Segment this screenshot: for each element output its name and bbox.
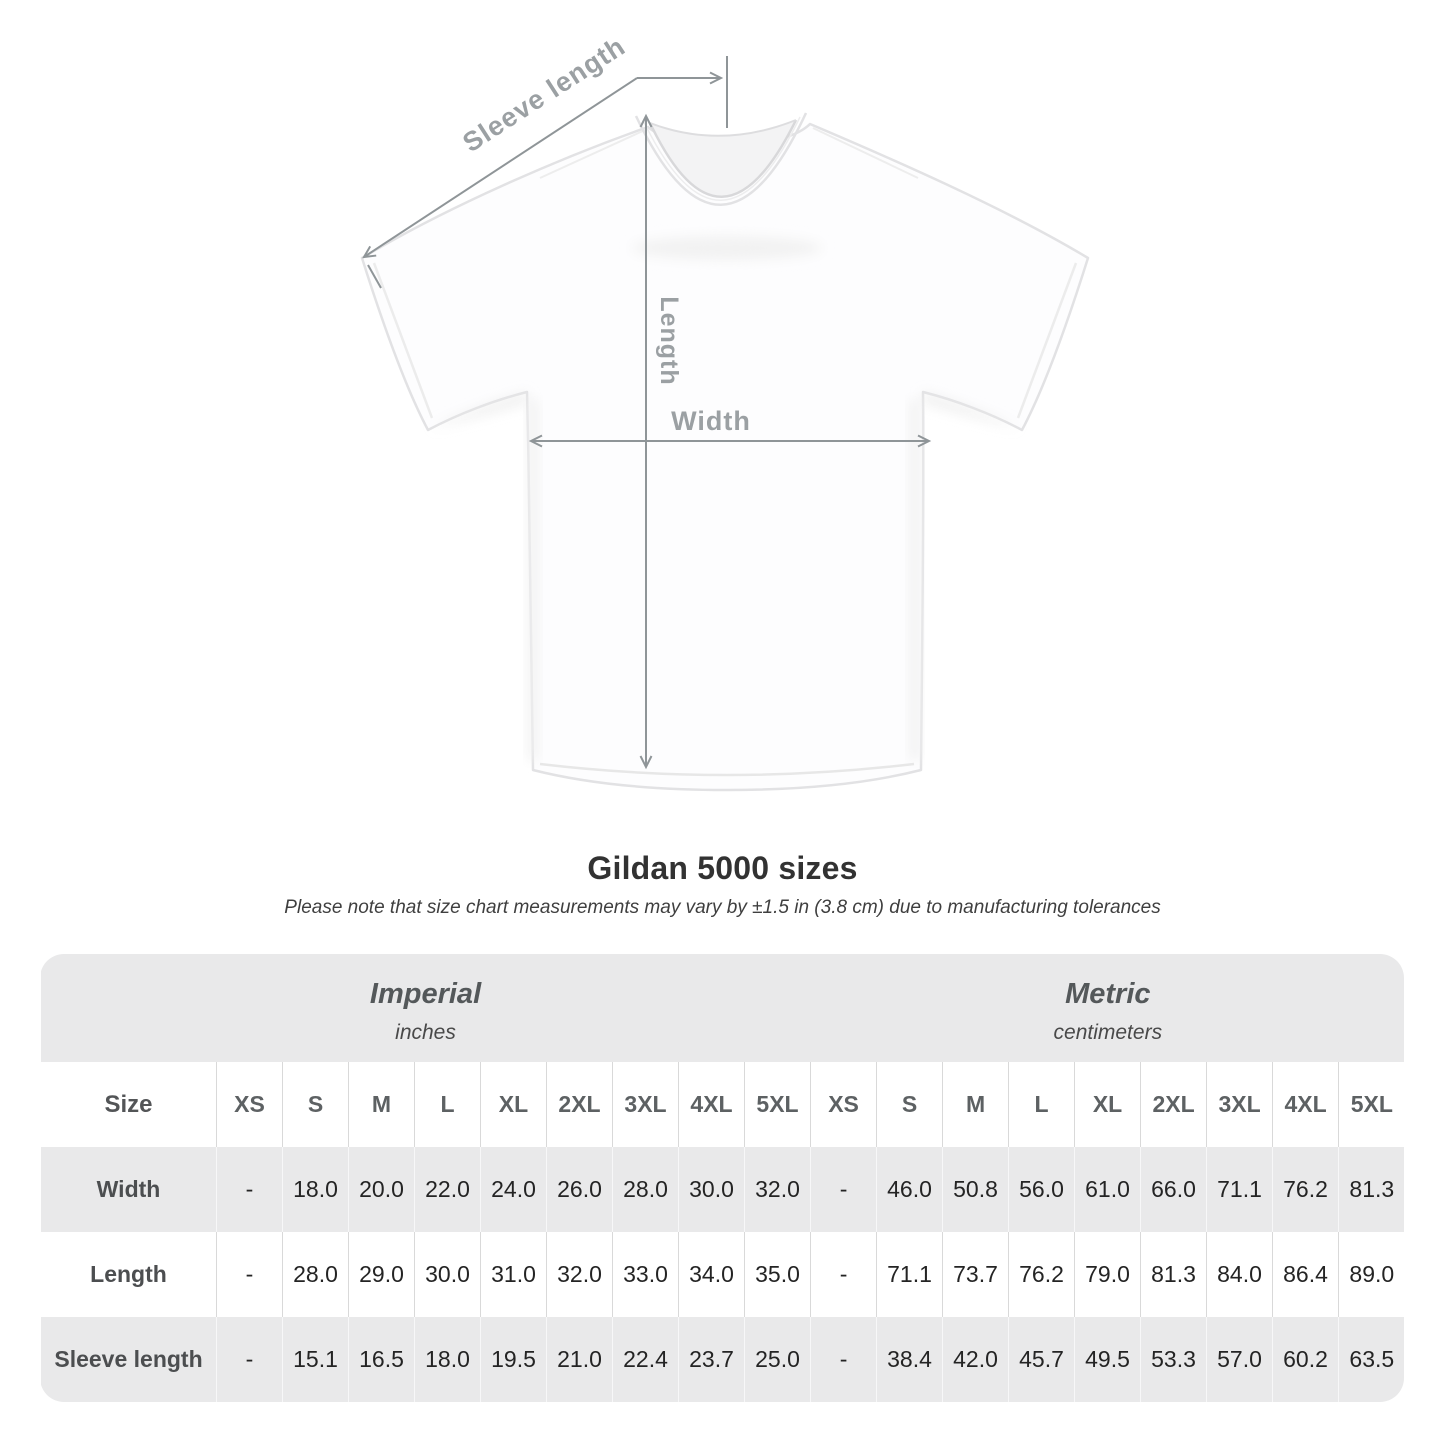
cell: 50.8 xyxy=(942,1147,1009,1232)
metric-size-header: L xyxy=(1008,1062,1075,1147)
cell: 49.5 xyxy=(1074,1317,1141,1402)
metric-size-header: 5XL xyxy=(1338,1062,1404,1147)
size-header-row: Size XS S M L XL 2XL 3XL 4XL 5XL XS S M … xyxy=(40,1062,1404,1147)
cell: 81.3 xyxy=(1338,1147,1404,1232)
cell: 32.0 xyxy=(743,1147,811,1232)
cell: 21.0 xyxy=(546,1317,613,1402)
unit-band-row: Imperial inches Metric centimeters xyxy=(40,954,1404,1062)
metric-size-header: 4XL xyxy=(1272,1062,1339,1147)
imperial-size-header: M xyxy=(348,1062,415,1147)
cell: - xyxy=(810,1147,877,1232)
size-column-header: Size xyxy=(40,1062,217,1147)
cell: 31.0 xyxy=(480,1232,547,1317)
metric-band: Metric centimeters xyxy=(810,954,1404,1062)
cell: 26.0 xyxy=(546,1147,613,1232)
cell: 23.7 xyxy=(678,1317,745,1402)
sleeve-length-extension xyxy=(367,264,382,289)
metric-size-header: 3XL xyxy=(1206,1062,1273,1147)
imperial-size-header: 4XL xyxy=(678,1062,745,1147)
cell: 71.1 xyxy=(876,1232,943,1317)
metric-sublabel: centimeters xyxy=(1053,1020,1163,1044)
cell: 24.0 xyxy=(480,1147,547,1232)
metric-size-header: S xyxy=(876,1062,943,1147)
cell: 71.1 xyxy=(1206,1147,1273,1232)
cell: 57.0 xyxy=(1206,1317,1273,1402)
cell: 15.1 xyxy=(282,1317,349,1402)
length-label: Length xyxy=(655,296,683,385)
row-label: Sleeve length xyxy=(40,1317,217,1402)
cell: 60.2 xyxy=(1272,1317,1339,1402)
imperial-size-header: XS xyxy=(216,1062,283,1147)
cell: 20.0 xyxy=(348,1147,415,1232)
imperial-size-header: L xyxy=(414,1062,481,1147)
imperial-size-header: 2XL xyxy=(546,1062,613,1147)
size-table: Imperial inches Metric centimeters Size … xyxy=(40,954,1404,1402)
imperial-sublabel: inches xyxy=(395,1020,456,1044)
cell: 16.5 xyxy=(348,1317,415,1402)
cell: 30.0 xyxy=(414,1232,481,1317)
cell: 89.0 xyxy=(1338,1232,1404,1317)
cell: 63.5 xyxy=(1338,1317,1404,1402)
cell: 42.0 xyxy=(942,1317,1009,1402)
tshirt-measurement-diagram: Sleeve length Length Width xyxy=(360,31,1090,792)
width-label: Width xyxy=(671,406,751,436)
imperial-size-header: 3XL xyxy=(612,1062,679,1147)
cell: 25.0 xyxy=(743,1317,811,1402)
metric-size-header: XL xyxy=(1074,1062,1141,1147)
cell: 28.0 xyxy=(282,1232,349,1317)
cell: 34.0 xyxy=(678,1232,745,1317)
cell: 84.0 xyxy=(1206,1232,1273,1317)
cell: - xyxy=(810,1317,877,1402)
tolerance-note: Please note that size chart measurements… xyxy=(284,897,1161,918)
cell: 32.0 xyxy=(546,1232,613,1317)
cell: - xyxy=(216,1317,283,1402)
width-row: Width - 18.0 20.0 22.0 24.0 26.0 28.0 30… xyxy=(40,1147,1404,1232)
cell: 81.3 xyxy=(1140,1232,1207,1317)
sleeve-length-row: Sleeve length - 15.1 16.5 18.0 19.5 21.0… xyxy=(40,1317,1404,1402)
cell: 46.0 xyxy=(876,1147,943,1232)
cell: 73.7 xyxy=(942,1232,1009,1317)
cell: - xyxy=(810,1232,877,1317)
cell: 76.2 xyxy=(1272,1147,1339,1232)
metric-size-header: XS xyxy=(810,1062,877,1147)
cell: 18.0 xyxy=(282,1147,349,1232)
cell: 45.7 xyxy=(1008,1317,1075,1402)
length-row: Length - 28.0 29.0 30.0 31.0 32.0 33.0 3… xyxy=(40,1232,1404,1317)
imperial-band: Imperial inches xyxy=(40,954,811,1062)
cell: 61.0 xyxy=(1074,1147,1141,1232)
cell: 86.4 xyxy=(1272,1232,1339,1317)
imperial-size-header: 5XL xyxy=(743,1062,811,1147)
cell: 19.5 xyxy=(480,1317,547,1402)
sleeve-length-line xyxy=(362,77,638,259)
cell: 22.0 xyxy=(414,1147,481,1232)
cell: 22.4 xyxy=(612,1317,679,1402)
cell: 38.4 xyxy=(876,1317,943,1402)
metric-size-header: M xyxy=(942,1062,1009,1147)
cell: 76.2 xyxy=(1008,1232,1075,1317)
row-label: Length xyxy=(40,1232,217,1317)
imperial-label: Imperial xyxy=(369,977,482,1010)
cell: 28.0 xyxy=(612,1147,679,1232)
cell: 56.0 xyxy=(1008,1147,1075,1232)
cell: 29.0 xyxy=(348,1232,415,1317)
dimension-lines xyxy=(362,56,932,770)
cell: 30.0 xyxy=(678,1147,745,1232)
cell: 33.0 xyxy=(612,1232,679,1317)
page-title: Gildan 5000 sizes xyxy=(587,850,858,886)
metric-label: Metric xyxy=(1065,977,1151,1010)
cell: 66.0 xyxy=(1140,1147,1207,1232)
cell: - xyxy=(216,1147,283,1232)
cell: 35.0 xyxy=(743,1232,811,1317)
imperial-size-header: S xyxy=(282,1062,349,1147)
cell: 79.0 xyxy=(1074,1232,1141,1317)
row-label: Width xyxy=(40,1147,217,1232)
metric-size-header: 2XL xyxy=(1140,1062,1207,1147)
imperial-size-header: XL xyxy=(480,1062,547,1147)
cell: 53.3 xyxy=(1140,1317,1207,1402)
cell: 18.0 xyxy=(414,1317,481,1402)
cell: - xyxy=(216,1232,283,1317)
tshirt-image xyxy=(360,112,1090,792)
